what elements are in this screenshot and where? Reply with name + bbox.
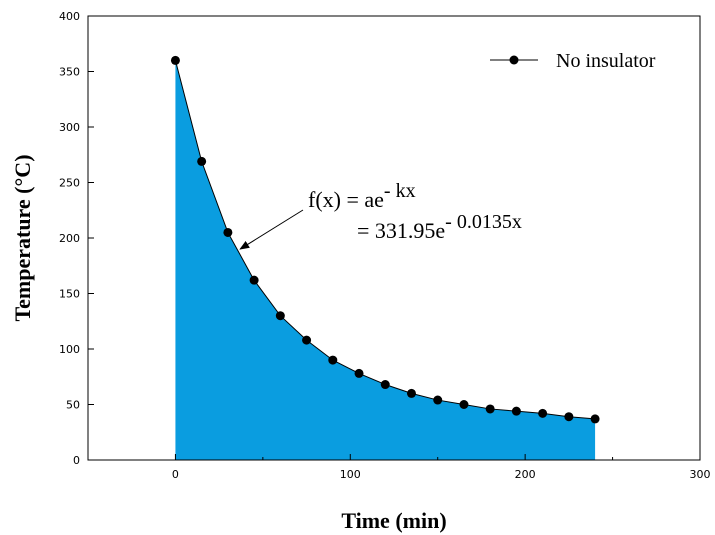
equation-annotation: f(x) = ae- kx = 331.95e- 0.0135x bbox=[239, 180, 522, 250]
data-point bbox=[511, 406, 521, 416]
equation-line-2-exponent: - 0.0135x bbox=[445, 211, 522, 233]
y-axis-ticks: 0 50 100 150 200 250 300 350 400 bbox=[59, 10, 94, 467]
data-point bbox=[354, 368, 364, 378]
equation-line-1-base: f(x) = ae bbox=[308, 187, 384, 212]
data-point bbox=[564, 412, 574, 422]
x-axis-ticks: 0 100 200 300 bbox=[87, 454, 711, 481]
y-tick-label: 250 bbox=[59, 177, 80, 190]
y-tick-label: 400 bbox=[59, 10, 80, 23]
data-point bbox=[328, 355, 338, 365]
data-point bbox=[170, 55, 180, 65]
data-point bbox=[275, 311, 285, 321]
data-point bbox=[302, 335, 312, 345]
data-point bbox=[538, 408, 548, 418]
data-point bbox=[223, 227, 233, 237]
y-tick-label: 150 bbox=[59, 288, 80, 301]
data-point bbox=[406, 388, 416, 398]
x-tick-label: 200 bbox=[515, 468, 536, 481]
legend: No insulator bbox=[490, 50, 656, 72]
data-point bbox=[249, 275, 259, 285]
data-point bbox=[197, 156, 207, 166]
legend-marker bbox=[509, 55, 519, 65]
x-tick-label: 300 bbox=[690, 468, 711, 481]
y-tick-label: 350 bbox=[59, 66, 80, 79]
data-point bbox=[380, 380, 390, 390]
equation-line-1: f(x) = ae- kx bbox=[308, 180, 416, 212]
y-tick-label: 50 bbox=[66, 399, 80, 412]
data-point bbox=[459, 400, 469, 409]
x-tick-label: 100 bbox=[340, 468, 361, 481]
equation-line-1-exponent: - kx bbox=[384, 180, 416, 202]
y-tick-label: 200 bbox=[59, 232, 80, 245]
legend-label: No insulator bbox=[556, 50, 656, 72]
area-layer bbox=[175, 60, 596, 461]
y-axis-title: Temperature (°C) bbox=[10, 154, 35, 321]
data-point bbox=[433, 395, 443, 405]
equation-line-2: = 331.95e- 0.0135x bbox=[357, 211, 522, 243]
data-point bbox=[485, 404, 495, 414]
y-tick-label: 100 bbox=[59, 343, 80, 356]
x-tick-label: 0 bbox=[172, 468, 179, 481]
y-tick-label: 300 bbox=[59, 121, 80, 134]
area-fill bbox=[175, 60, 596, 461]
equation-line-2-base: = 331.95e bbox=[357, 218, 445, 243]
x-axis-title: Time (min) bbox=[341, 508, 446, 533]
marker-layer bbox=[170, 55, 600, 424]
annotation-arrow bbox=[239, 209, 304, 250]
data-point bbox=[590, 414, 600, 424]
y-tick-label: 0 bbox=[73, 454, 80, 467]
